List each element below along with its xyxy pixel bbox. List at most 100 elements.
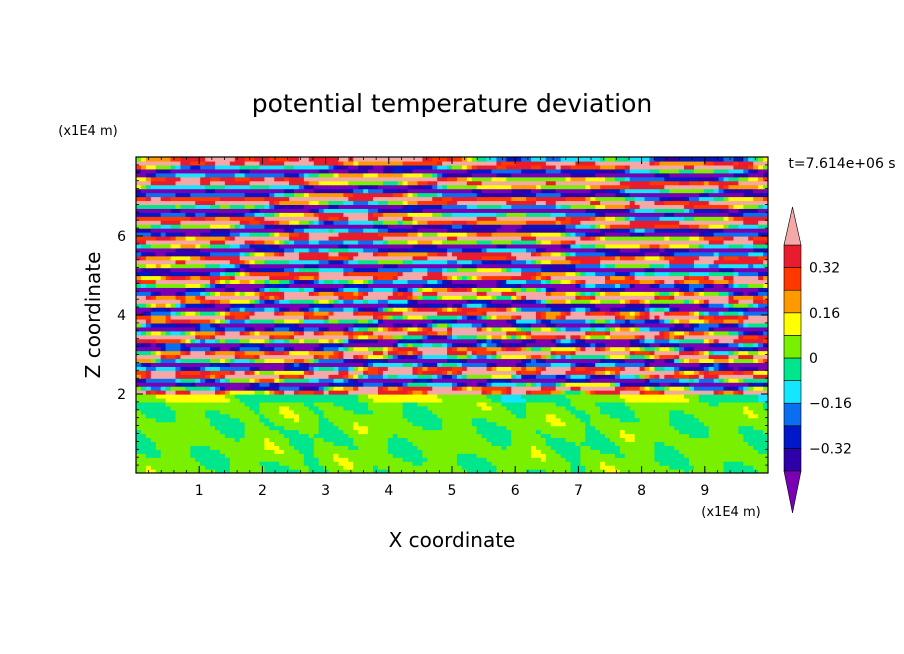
field-cell [713,318,720,324]
field-cell [145,362,152,367]
field-cell [289,354,295,360]
field-cell [397,370,404,375]
field-cell [254,374,261,379]
field-cell [718,326,725,332]
field-cell [165,441,172,446]
field-cell [521,342,527,348]
field-cell [708,413,715,419]
field-cell [634,394,641,399]
field-cell [308,390,315,395]
field-cell [224,445,231,450]
field-cell [545,350,552,356]
field-cell [461,445,468,450]
field-cell [679,330,685,336]
field-cell [358,433,364,439]
field-cell [689,461,695,466]
field-cell [585,449,591,454]
field-cell [195,378,201,383]
field-cell [753,417,759,423]
field-cell [758,382,764,387]
field-cell [160,413,167,419]
field-cell [456,350,463,356]
field-cell [624,429,631,435]
field-cell [629,342,636,348]
field-cell [580,338,586,344]
field-cell [580,326,586,332]
field-cell [689,453,695,458]
field-cell [619,417,626,423]
field-cell [155,318,162,324]
field-cell [358,342,364,348]
field-cell [506,409,512,415]
field-cell [585,445,591,450]
field-cell [437,350,443,356]
field-cell [758,401,764,407]
field-cell [644,326,651,332]
field-cell [753,350,759,356]
field-cell [136,445,142,450]
field-cell [585,378,591,383]
field-cell [550,354,557,360]
field-cell [674,334,680,340]
field-cell [471,425,478,431]
field-cell [619,449,626,454]
field-cell [259,386,265,391]
field-cell [535,362,542,367]
field-cell [368,405,374,411]
field-cell [600,350,606,356]
field-cell [693,358,700,363]
field-cell [575,405,581,411]
field-cell [353,334,359,340]
field-cell [748,449,754,454]
field-cell [363,334,369,340]
field-cell [244,429,251,435]
field-cell [328,413,335,419]
field-cell [333,394,340,399]
field-cell [521,378,527,383]
field-cell [427,346,433,352]
field-cell [560,453,567,458]
field-cell [753,370,759,375]
field-cell [526,366,532,371]
field-cell [269,421,275,427]
field-cell [624,441,631,446]
field-cell [684,421,690,427]
field-cell [639,397,646,403]
field-cell [264,417,270,423]
field-cell [294,342,300,348]
field-cell [160,429,167,435]
field-cell [328,318,335,324]
field-cell [689,405,695,411]
field-cell [753,338,759,344]
field-cell [284,350,290,356]
field-cell [693,394,700,399]
field-cell [669,354,675,360]
field-cell [397,386,404,391]
field-cell [274,465,280,470]
field-cell [185,405,191,411]
field-cell [570,382,577,387]
field-cell [427,449,433,454]
field-cell [140,394,147,399]
field-cell [432,350,438,356]
field-cell [679,350,685,356]
field-cell [550,358,557,363]
field-cell [535,322,542,328]
field-cell [649,354,656,360]
field-cell [674,362,680,367]
field-cell [491,437,498,442]
field-cell [708,322,715,328]
field-cell [210,461,216,466]
field-cell [733,334,739,340]
field-cell [531,334,537,340]
field-cell [733,350,739,356]
field-cell [150,394,157,399]
field-cell [763,362,768,367]
field-cell [442,366,448,371]
field-cell [373,390,379,395]
field-cell [456,342,463,348]
field-cell [466,421,473,427]
field-cell [323,461,330,466]
field-cell [461,326,468,332]
field-cell [506,390,512,395]
